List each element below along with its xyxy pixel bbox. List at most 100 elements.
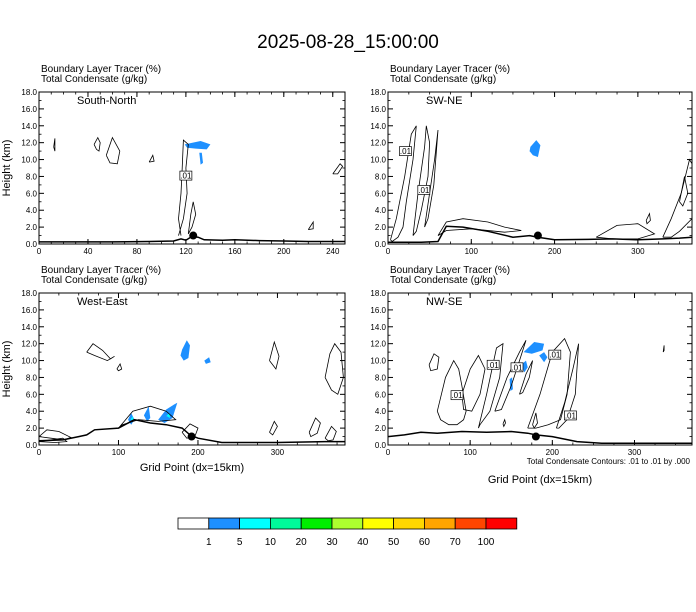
y-tick-label: 6.0 — [375, 189, 387, 198]
tracer-fill — [523, 342, 545, 354]
x-tick-label: 0 — [386, 247, 391, 256]
tracer-fill — [184, 141, 211, 150]
panel-label: NW-SE — [426, 296, 462, 308]
panel-1: Boundary Layer Tracer (%)Total Condensat… — [1, 64, 346, 256]
y-tick-label: 12.0 — [21, 340, 37, 349]
condensate-contour — [269, 420, 278, 436]
x-tick-label: 300 — [631, 247, 645, 256]
colorbar-label: 50 — [388, 537, 400, 548]
panel-header-tracer: Boundary Layer Tracer (%) — [41, 265, 161, 276]
colorbar-swatch — [269, 517, 302, 530]
x-tick-label: 160 — [228, 247, 242, 256]
y-tick-label: 8.0 — [26, 373, 38, 382]
condensate-contour — [679, 176, 689, 207]
x-tick-label: 100 — [463, 448, 477, 457]
x-tick-label: 200 — [546, 448, 560, 457]
x-tick-label: 40 — [84, 247, 93, 256]
condensate-contour — [645, 212, 651, 225]
panel-label: South-North — [77, 95, 136, 107]
condensate-contour — [437, 218, 522, 236]
panel-header-tracer: Boundary Layer Tracer (%) — [390, 265, 510, 276]
condensate-contour — [461, 354, 486, 412]
y-tick-label: 18.0 — [370, 88, 386, 97]
condensate-contour — [662, 345, 665, 353]
colorbar-swatch — [300, 517, 333, 530]
panel-header-tracer: Boundary Layer Tracer (%) — [41, 64, 161, 75]
panel-header-condensate: Total Condensate (g/kg) — [390, 275, 496, 286]
y-tick-label: 6.0 — [375, 390, 387, 399]
x-tick-label: 200 — [277, 247, 291, 256]
y-tick-label: 2.0 — [375, 223, 387, 232]
colorbar-swatch — [208, 517, 241, 530]
y-tick-label: 2.0 — [26, 424, 38, 433]
contour-label-box — [564, 410, 577, 421]
condensate-contour — [181, 423, 199, 439]
location-marker — [533, 231, 542, 240]
y-tick-label: 0.0 — [26, 240, 38, 249]
x-tick-label: 120 — [179, 247, 193, 256]
y-tick-label: 10.0 — [370, 357, 386, 366]
y-tick-label: 0.0 — [26, 441, 38, 450]
condensate-contour — [436, 359, 467, 426]
colorbar-label: 60 — [419, 537, 431, 548]
condensate-contour — [556, 343, 579, 429]
colorbar-swatch — [423, 517, 456, 530]
condensate-contour — [519, 360, 533, 395]
x-tick-label: 0 — [37, 247, 42, 256]
colorbar-label: 100 — [478, 537, 495, 548]
condensate-contour — [662, 158, 692, 238]
x-tick-label: 300 — [628, 448, 642, 457]
contour-label-box — [548, 349, 562, 360]
location-marker — [531, 432, 540, 441]
condensate-contour — [187, 201, 197, 235]
condensate-contour — [532, 412, 538, 429]
y-tick-label: 8.0 — [26, 172, 38, 181]
condensate-contour — [527, 337, 571, 429]
condensate-contour — [412, 125, 431, 236]
panels: Boundary Layer Tracer (%)Total Condensat… — [1, 64, 693, 486]
plot-area: .01 — [39, 136, 345, 243]
y-tick-label: 8.0 — [375, 172, 387, 181]
y-tick-label: 14.0 — [21, 323, 37, 332]
y-tick-label: 18.0 — [370, 289, 386, 298]
condensate-contour — [148, 154, 155, 163]
panel-4: Boundary Layer Tracer (%)Total Condensat… — [370, 265, 693, 486]
contour-label-box — [486, 359, 500, 370]
tracer-fill — [539, 352, 548, 363]
terrain-line — [388, 430, 692, 445]
condensate-contour — [324, 425, 337, 442]
contour-label: .01 — [549, 351, 561, 360]
condensate-contour — [428, 353, 440, 372]
x-tick-label: 100 — [112, 448, 126, 457]
x-axis-label: Grid Point (dx=15km) — [140, 462, 244, 474]
y-tick-label: 4.0 — [26, 407, 38, 416]
x-tick-label: 240 — [326, 247, 340, 256]
contour-label: .01 — [511, 363, 523, 372]
colorbar-swatch — [362, 517, 394, 530]
x-tick-label: 200 — [548, 247, 562, 256]
contour-note: Total Condensate Contours: .01 to .01 by… — [527, 457, 691, 466]
x-tick-label: 0 — [386, 448, 391, 457]
colorbar-swatch — [177, 517, 210, 530]
colorbar-label: 5 — [237, 537, 243, 548]
colorbar-label: 20 — [296, 537, 308, 548]
contour-label: .01 — [418, 186, 430, 195]
x-tick-label: 80 — [132, 247, 141, 256]
terrain-line — [39, 418, 345, 444]
y-tick-label: 16.0 — [21, 105, 37, 114]
tracer-fill — [204, 357, 211, 364]
condensate-contour — [308, 417, 321, 438]
y-tick-label: 18.0 — [21, 289, 37, 298]
y-axis-label: Height (km) — [1, 140, 13, 197]
colorbar-swatch — [239, 517, 271, 530]
contour-label-box — [417, 185, 431, 195]
contour-label: .01 — [565, 411, 577, 420]
x-axis-label: Grid Point (dx=15km) — [488, 474, 592, 486]
panel-header-condensate: Total Condensate (g/kg) — [41, 74, 147, 85]
contour-label: .01 — [400, 147, 412, 156]
y-tick-label: 14.0 — [370, 323, 386, 332]
condensate-contour — [494, 340, 527, 412]
condensate-contour — [332, 163, 344, 175]
y-tick-label: 2.0 — [26, 223, 38, 232]
